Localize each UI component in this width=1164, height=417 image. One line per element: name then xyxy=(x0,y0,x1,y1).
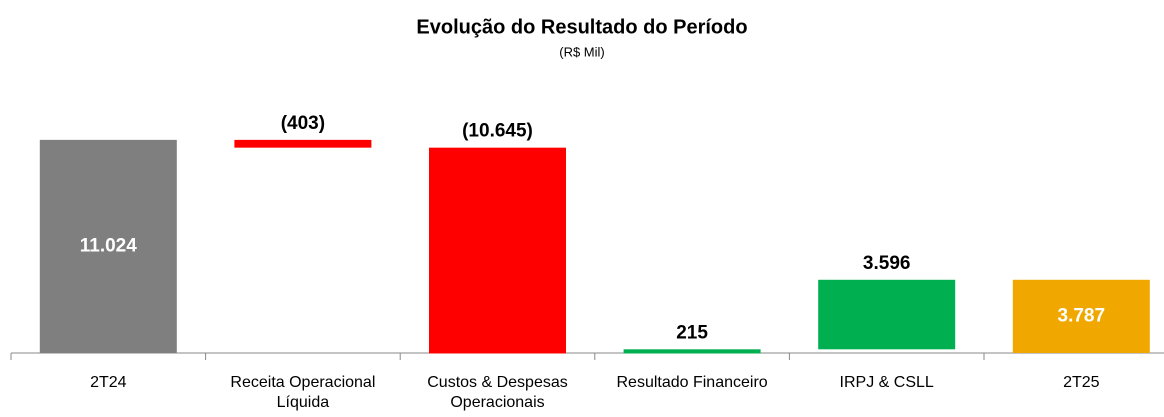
data-label: 215 xyxy=(676,322,708,343)
x-tick-label: Receita Operacional Líquida xyxy=(230,374,376,411)
x-tick-label: Resultado Financeiro xyxy=(616,374,768,391)
x-tick-label: 2T24 xyxy=(90,374,127,391)
x-tick-label: Custos & Despesas Operacionais xyxy=(427,374,568,411)
bar xyxy=(234,139,372,148)
bar xyxy=(818,279,956,350)
bar xyxy=(429,147,566,354)
data-label: (10.645) xyxy=(462,121,533,142)
bar xyxy=(39,139,177,353)
bar xyxy=(1012,279,1150,353)
data-label: (403) xyxy=(281,113,325,134)
x-tick-label: 2T25 xyxy=(1063,374,1100,391)
data-label: 3.787 xyxy=(1058,305,1106,326)
chart-title: Evolução do Resultado do Período xyxy=(416,16,747,38)
chart-subtitle: (R$ Mil) xyxy=(559,44,605,59)
x-tick-label: IRPJ & CSLL xyxy=(839,374,934,391)
bar xyxy=(623,349,761,354)
data-label: 11.024 xyxy=(80,235,137,256)
data-label: 3.596 xyxy=(863,253,911,274)
